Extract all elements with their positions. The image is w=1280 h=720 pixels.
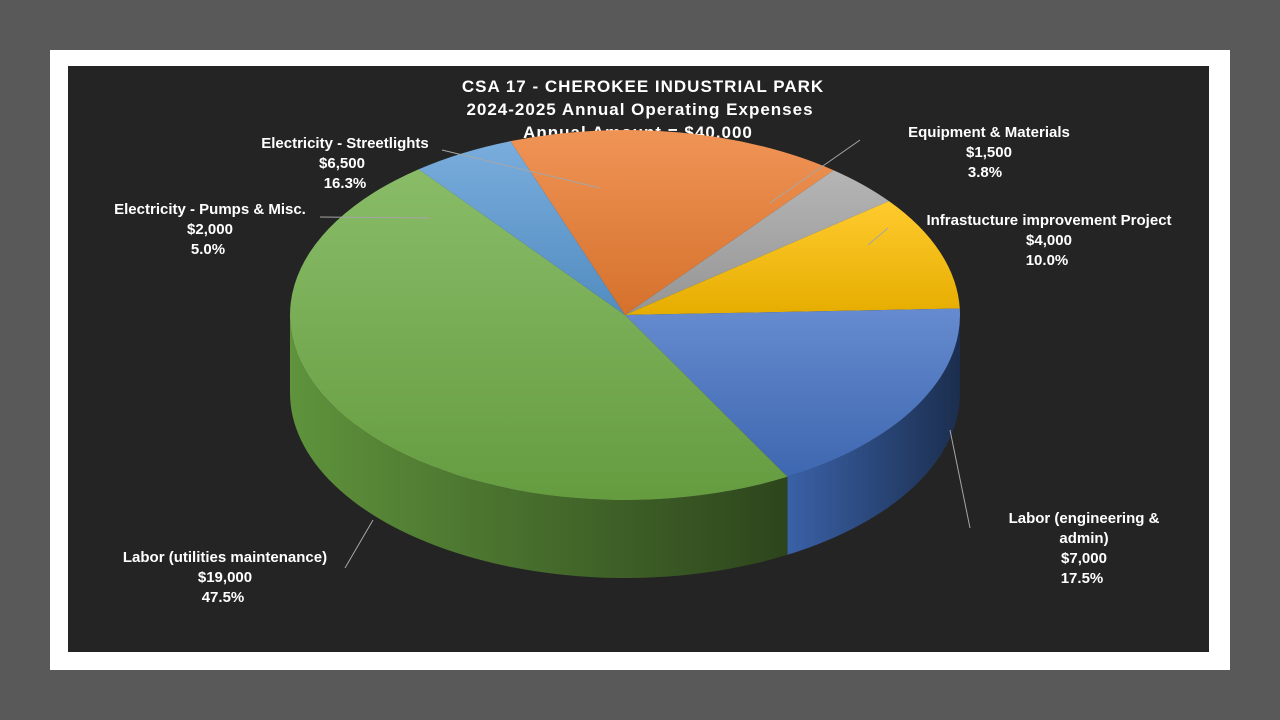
leader-line-labor-engineering-admin bbox=[949, 429, 971, 529]
leader-line-electricity-pumps-misc bbox=[319, 216, 431, 219]
slice-labels: Electricity - Streetlights $6,500 16.3% Equ… bbox=[114, 124, 1171, 606]
leader-lines bbox=[319, 139, 971, 569]
label-name: admin) bbox=[1059, 530, 1108, 547]
chart-title-line-2: 2024-2025 Annual Operating Expenses bbox=[466, 100, 813, 119]
slice-label-infrastucture-improvement-project: Infrastucture improvement Project $4,000 1… bbox=[926, 212, 1171, 269]
slice-label-labor-utilities-maintenance: Labor (utilities maintenance) $19,000 47.5… bbox=[123, 549, 327, 606]
label-name: Equipment & Materials bbox=[908, 124, 1070, 141]
label-value: $7,000 bbox=[1061, 550, 1107, 567]
label-value: $2,000 bbox=[187, 221, 233, 238]
leader-line-infrastucture-improvement-project bbox=[867, 227, 889, 246]
label-name: Electricity - Streetlights bbox=[261, 135, 429, 152]
label-percent: 47.5% bbox=[202, 589, 245, 606]
slice-label-labor-engineering-admin: Labor (engineering & admin) $7,000 17.5% bbox=[1009, 510, 1160, 587]
label-percent: 3.8% bbox=[968, 164, 1002, 181]
chart-title: CSA 17 - CHEROKEE INDUSTRIAL PARK 2024-2… bbox=[462, 77, 824, 142]
slice-infrastucture-improvement-project[interactable] bbox=[625, 201, 960, 315]
slice-electricity-streetlights[interactable] bbox=[510, 129, 834, 315]
leader-line-equipment-materials bbox=[769, 139, 861, 204]
slice-electricity-pumps-misc[interactable] bbox=[418, 141, 625, 315]
slice-label-equipment-materials: Equipment & Materials $1,500 3.8% bbox=[908, 124, 1070, 181]
slice-label-electricity-pumps-misc: Electricity - Pumps & Misc. $2,000 5.0% bbox=[114, 201, 306, 258]
leader-line-electricity-streetlights bbox=[441, 149, 601, 189]
label-value: $6,500 bbox=[319, 155, 365, 172]
chart-title-line-1: CSA 17 - CHEROKEE INDUSTRIAL PARK bbox=[462, 77, 824, 96]
label-name: Electricity - Pumps & Misc. bbox=[114, 201, 306, 218]
label-name: Labor (utilities maintenance) bbox=[123, 549, 327, 566]
slice-side-labor-utilities-maintenance bbox=[290, 315, 788, 578]
label-value: $4,000 bbox=[1026, 232, 1072, 249]
slice-labor-utilities-maintenance[interactable] bbox=[289, 169, 788, 501]
slice-side-labor-engineering-admin bbox=[787, 315, 960, 555]
label-value: $1,500 bbox=[966, 144, 1012, 161]
pie-side-walls bbox=[290, 315, 960, 578]
slice-labor-engineering-admin[interactable] bbox=[625, 308, 960, 477]
label-percent: 17.5% bbox=[1061, 570, 1104, 587]
leader-line-labor-utilities-maintenance bbox=[344, 519, 374, 569]
label-name: Labor (engineering & bbox=[1009, 510, 1160, 527]
label-percent: 16.3% bbox=[324, 175, 367, 192]
slice-label-electricity-streetlights: Electricity - Streetlights $6,500 16.3% bbox=[261, 135, 429, 192]
pie-slices bbox=[289, 129, 960, 501]
slice-equipment-materials[interactable] bbox=[625, 170, 889, 315]
label-name: Infrastucture improvement Project bbox=[926, 212, 1171, 229]
label-percent: 10.0% bbox=[1026, 252, 1069, 269]
label-value: $19,000 bbox=[198, 569, 252, 586]
label-percent: 5.0% bbox=[191, 241, 225, 258]
